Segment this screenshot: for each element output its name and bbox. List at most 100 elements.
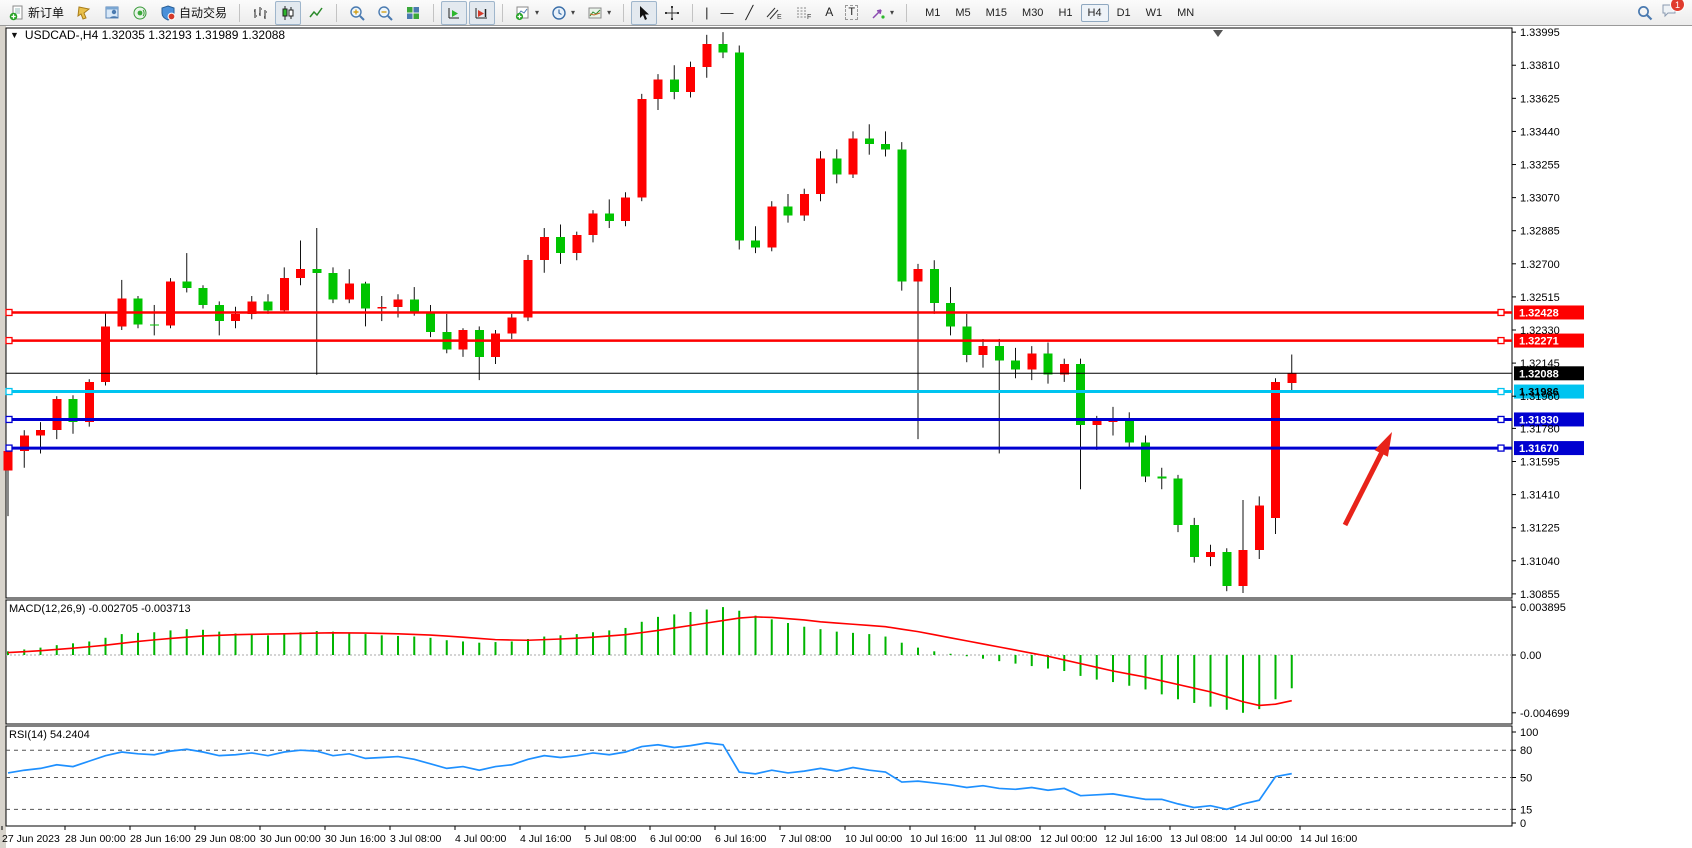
hline-handle[interactable]	[5, 415, 13, 424]
price-tick-label: 1.31780	[1520, 423, 1560, 435]
time-label: 4 Jul 00:00	[455, 833, 507, 845]
hline-handle[interactable]	[1497, 387, 1505, 396]
timeframe-M1[interactable]: M1	[925, 6, 941, 19]
timeframe-M30[interactable]: M30	[1022, 6, 1044, 19]
new-order-button[interactable]: 新订单	[4, 1, 69, 25]
candle-body	[1287, 373, 1297, 383]
macd-signal-line	[7, 616, 1292, 707]
timeframe-M5[interactable]: M5	[955, 6, 971, 19]
candle-body	[653, 79, 663, 100]
horizontal-line-icon: —	[720, 5, 734, 20]
zoom-out-button[interactable]	[372, 1, 398, 25]
hline-handle[interactable]	[5, 444, 13, 452]
rsi-tick-label: 0	[1520, 818, 1526, 830]
price-tick-label: 1.31225	[1520, 523, 1560, 535]
timeframe-W1[interactable]: W1	[1145, 6, 1163, 19]
candle-body	[556, 236, 565, 254]
price-tag-1.31986	[1514, 384, 1584, 399]
price-tick-label: 1.31960	[1520, 391, 1560, 403]
periods-menu-button[interactable]: ▾	[546, 1, 580, 25]
time-label: 30 Jun 16:00	[325, 833, 386, 845]
time-label: 12 Jul 16:00	[1105, 833, 1162, 845]
hline-handle[interactable]	[5, 387, 13, 396]
timeframe-M15[interactable]: M15	[985, 6, 1008, 19]
annotation-arrow-head[interactable]	[1374, 432, 1393, 457]
text-label-tool-button[interactable]: T	[840, 1, 863, 25]
arrows-tool-button[interactable]: ▾	[865, 1, 899, 25]
trendline-tool-button[interactable]: ╱	[740, 1, 758, 25]
strategy-tester-button[interactable]	[127, 1, 153, 25]
chart-shift-marker-icon[interactable]	[1213, 30, 1223, 37]
chart-window: 1.32428 1.32271 1.32088 1.31986 1.31830 1.316…	[0, 26, 1692, 848]
candlestick-mode-button[interactable]	[275, 0, 302, 25]
time-label: 12 Jul 00:00	[1040, 833, 1097, 845]
horizontal-line-tool-button[interactable]: —	[715, 1, 738, 25]
chart-shift-button[interactable]	[469, 0, 496, 25]
candle-body	[474, 330, 484, 357]
notifications-button[interactable]: 1	[1661, 0, 1685, 23]
candle-body	[751, 240, 760, 248]
text-tool-button[interactable]: A	[820, 1, 838, 25]
crosshair-icon	[665, 5, 680, 20]
price-tick-label: 1.33995	[1520, 27, 1560, 39]
chart-canvas[interactable]: 1.32428 1.32271 1.32088 1.31986 1.31830 1.316…	[0, 26, 1692, 848]
timeframe-H1[interactable]: H1	[1058, 6, 1073, 19]
candle-body	[166, 281, 175, 326]
candle-body	[149, 324, 159, 326]
candle-body	[1076, 363, 1085, 425]
separator	[502, 3, 504, 22]
hline-handle[interactable]	[1497, 336, 1505, 345]
time-label: 11 Jul 08:00	[975, 833, 1032, 845]
indicators-button[interactable]: ▾	[510, 1, 544, 25]
search-icon[interactable]	[1637, 5, 1653, 21]
candle-body	[1206, 551, 1215, 558]
macd-tick-label: -0.004699	[1520, 708, 1570, 720]
price-tick-label: 1.31040	[1520, 556, 1560, 568]
fibonacci-tool-button[interactable]: F	[790, 1, 818, 25]
price-tick-label: 1.32145	[1520, 358, 1560, 370]
candle-body	[19, 435, 29, 451]
data-window-button[interactable]	[99, 1, 125, 25]
macd-indicator-label: MACD(12,26,9) -0.002705 -0.003713	[9, 603, 191, 615]
time-label: 13 Jul 08:00	[1170, 833, 1227, 845]
candle-body	[864, 138, 874, 144]
candle-body	[588, 213, 598, 236]
auto-trading-label: 自动交易	[179, 6, 228, 20]
line-chart-mode-button[interactable]	[303, 1, 329, 25]
candle-body	[52, 398, 62, 431]
templates-button[interactable]: ▾	[582, 1, 616, 25]
timeframe-buttons: M1 M5 M15 M30 H1 H4 D1 W1 MN	[918, 3, 1201, 22]
tile-windows-button[interactable]	[400, 1, 426, 25]
price-tag-text: 1.31670	[1519, 443, 1559, 455]
cursor-arrow-icon	[640, 5, 650, 20]
timeframe-MN[interactable]: MN	[1177, 6, 1195, 19]
price-tag-1.31670	[1514, 441, 1584, 456]
new-order-icon	[9, 5, 23, 20]
hline-handle[interactable]	[1497, 308, 1505, 317]
candlestick-icon	[282, 5, 294, 20]
one-click-trading-arrow-icon[interactable]: ▼	[10, 30, 19, 40]
candle-body	[621, 197, 630, 221]
auto-scroll-button[interactable]	[441, 0, 468, 25]
annotation-arrow-line[interactable]	[1342, 450, 1385, 527]
candle-body	[101, 326, 110, 382]
timeframe-H4[interactable]: H4	[1080, 3, 1109, 22]
vertical-line-tool-button[interactable]: |	[700, 1, 713, 25]
hline-handle[interactable]	[5, 336, 13, 345]
timeframe-D1[interactable]: D1	[1116, 6, 1131, 19]
arrow-shapes-icon	[872, 8, 885, 19]
hline-handle[interactable]	[1497, 415, 1505, 424]
channel-tool-button[interactable]: E	[760, 1, 788, 25]
market-watch-button[interactable]	[71, 1, 97, 25]
time-label: 6 Jul 00:00	[650, 833, 702, 845]
crosshair-tool-button[interactable]	[659, 1, 685, 25]
hline-handle[interactable]	[5, 308, 13, 317]
auto-trading-button[interactable]: 自动交易	[155, 1, 232, 25]
candle-body	[702, 43, 712, 68]
zoom-in-button[interactable]	[344, 1, 370, 25]
cursor-tool-button[interactable]	[631, 0, 658, 25]
candle-body	[832, 158, 842, 175]
fibo-letter: F	[807, 14, 811, 21]
bar-chart-mode-button[interactable]	[247, 1, 273, 25]
hline-handle[interactable]	[1497, 444, 1505, 452]
